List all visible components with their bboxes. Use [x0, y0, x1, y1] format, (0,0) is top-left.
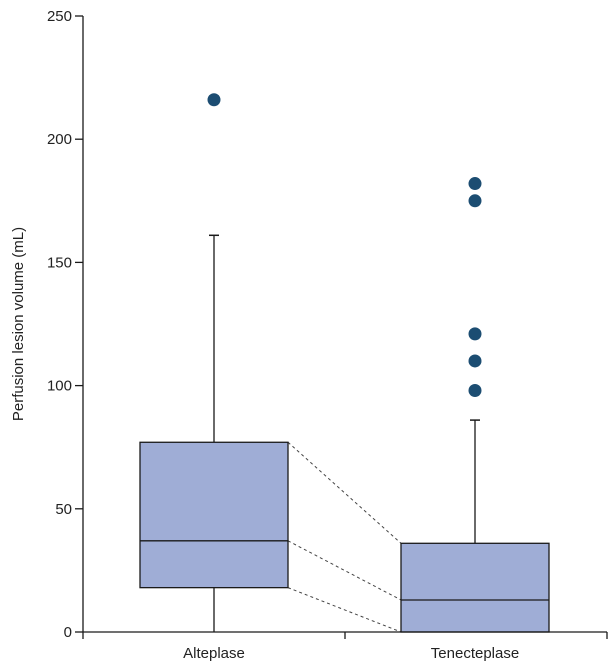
outlier-point [468, 354, 482, 368]
box-iqr [400, 542, 550, 633]
y-tick-label: 50 [55, 501, 72, 518]
y-axis-title: Perfusion lesion volume (mL) [10, 227, 27, 421]
box-tenecteplase [400, 177, 550, 633]
outlier-point [207, 93, 221, 107]
boxes [139, 93, 550, 633]
outlier-point [468, 384, 482, 398]
y-tick-label: 0 [64, 624, 72, 641]
connector-q1 [287, 587, 402, 633]
outlier-point [468, 327, 482, 341]
box-alteplase [139, 93, 289, 632]
y-tick-label: 150 [47, 254, 72, 271]
x-category-label: Alteplase [183, 645, 245, 662]
outlier-point [468, 194, 482, 208]
x-category-label: Tenecteplase [431, 645, 519, 662]
outlier-point [468, 177, 482, 191]
axes: 0 50 100 150 200 250 Alteplase Tenecteplase [47, 8, 608, 662]
y-tick-label: 250 [47, 8, 72, 25]
y-tick-label: 100 [47, 378, 72, 395]
connector-q3 [287, 441, 402, 544]
box-iqr [139, 441, 289, 589]
connector-median [287, 540, 402, 601]
y-tick-label: 200 [47, 131, 72, 148]
connector-lines [287, 441, 402, 633]
